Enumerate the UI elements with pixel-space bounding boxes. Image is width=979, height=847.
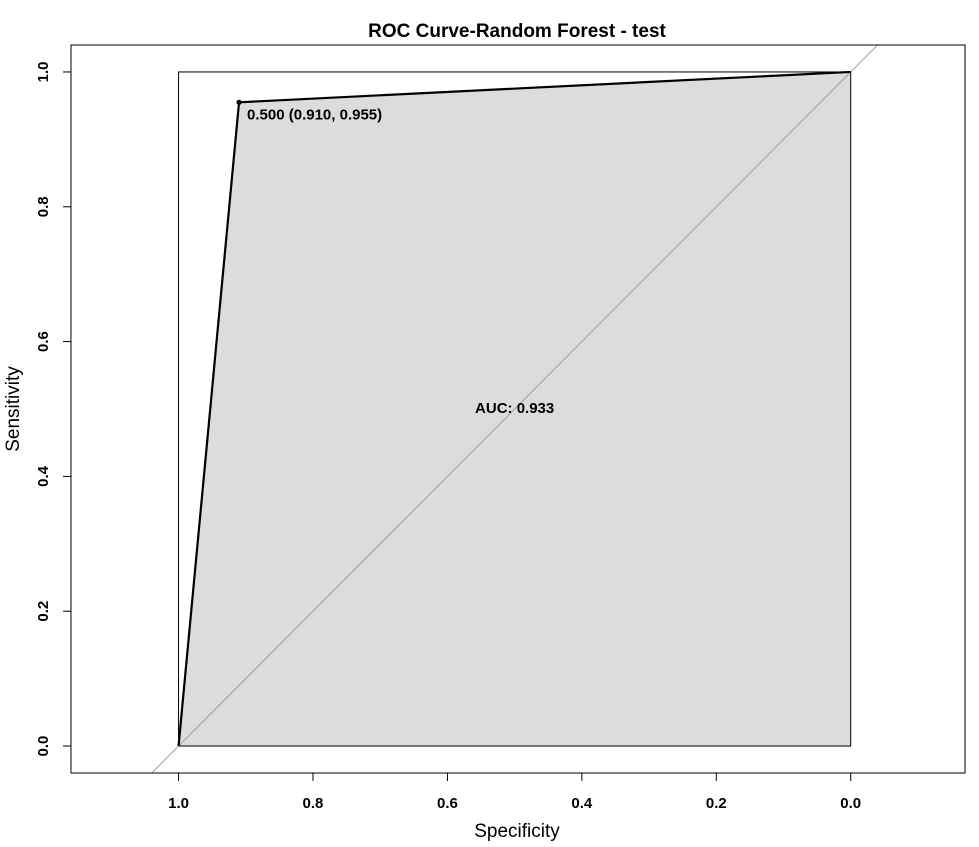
y-tick-label: 0.4 — [35, 465, 52, 487]
x-tick-label: 0.0 — [840, 795, 861, 812]
y-axis-label: Sensitivity — [3, 366, 24, 452]
x-tick-label: 0.4 — [571, 795, 593, 812]
x-tick-label: 0.2 — [706, 795, 727, 812]
x-tick-label: 0.6 — [437, 795, 458, 812]
x-tick-label: 1.0 — [168, 795, 189, 812]
y-tick-label: 0.8 — [35, 196, 52, 217]
unit-square-box — [178, 71, 852, 747]
plot-area: 0.500 (0.910, 0.955) AUC: 0.933 — [70, 44, 966, 774]
threshold-point — [236, 99, 242, 105]
y-tick-label: 0.2 — [35, 601, 52, 622]
x-tick-label: 0.8 — [303, 795, 324, 812]
chart-title: ROC Curve-Random Forest - test — [368, 21, 666, 42]
x-axis-label: Specificity — [474, 821, 560, 842]
threshold-label: 0.500 (0.910, 0.955) — [247, 106, 382, 123]
y-tick-label: 1.0 — [35, 62, 52, 83]
y-axis: 0.0 0.2 0.4 0.6 0.8 1.0 — [35, 62, 71, 757]
x-axis: 1.0 0.8 0.6 0.4 0.2 0.0 — [168, 773, 861, 812]
y-tick-label: 0.6 — [35, 331, 52, 352]
y-tick-label: 0.0 — [35, 736, 52, 757]
diagonal-reference-line — [151, 44, 878, 774]
plot-frame — [70, 44, 966, 774]
auc-label: AUC: 0.933 — [475, 400, 554, 417]
